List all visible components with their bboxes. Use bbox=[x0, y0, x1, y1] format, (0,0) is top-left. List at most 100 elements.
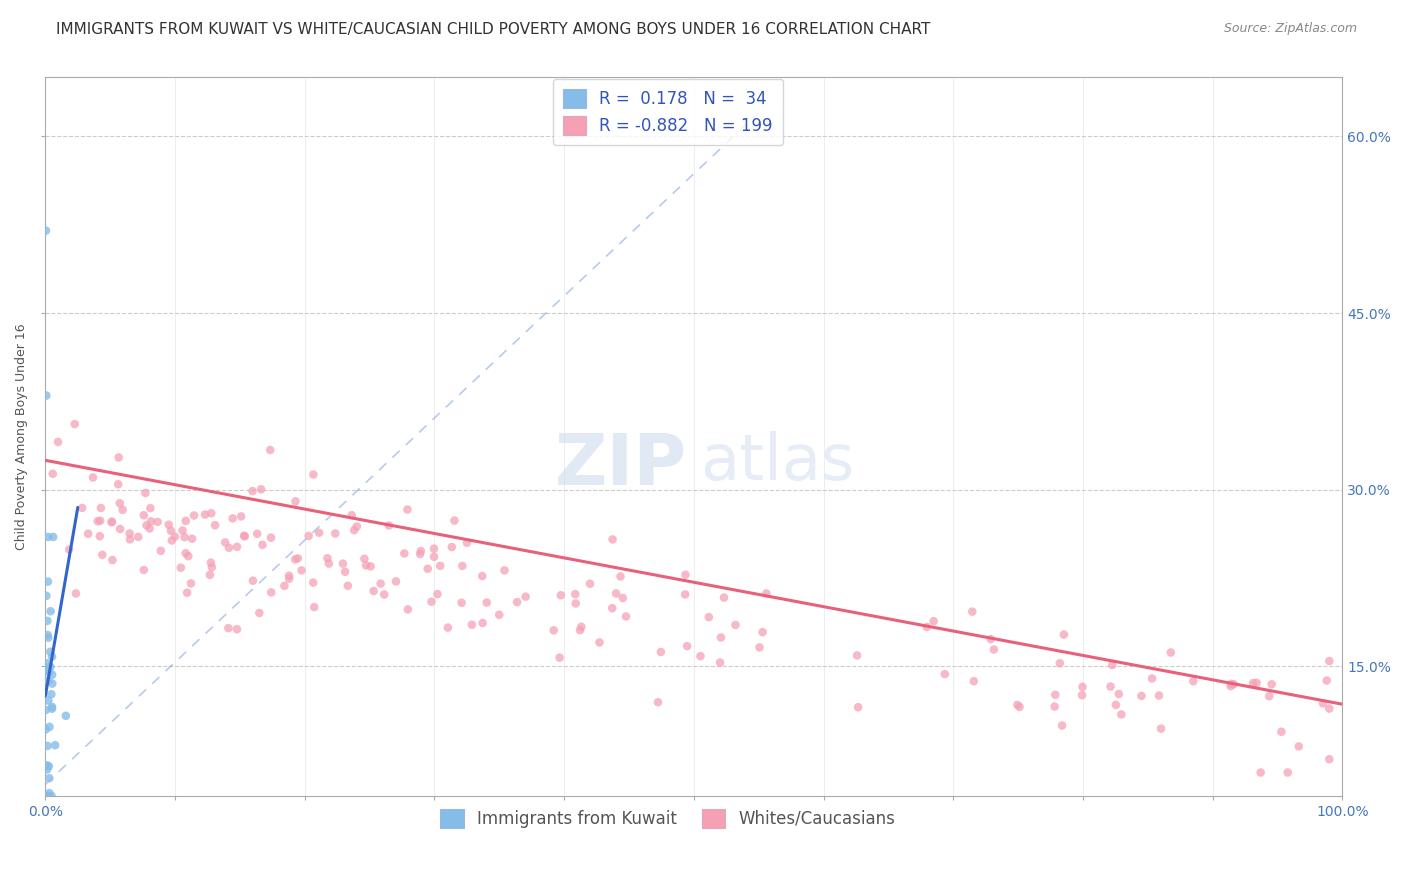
Point bbox=[332, 557, 354, 571]
Point bbox=[204, 518, 226, 533]
Point bbox=[461, 617, 484, 632]
Point bbox=[614, 609, 637, 624]
Point bbox=[174, 546, 197, 560]
Point bbox=[101, 553, 124, 567]
Point bbox=[160, 524, 183, 538]
Point bbox=[360, 559, 382, 574]
Point bbox=[35, 703, 58, 717]
Legend: Immigrants from Kuwait, Whites/Caucasians: Immigrants from Kuwait, Whites/Caucasian… bbox=[433, 802, 903, 835]
Point bbox=[353, 551, 375, 566]
Point bbox=[278, 568, 301, 582]
Point bbox=[200, 506, 222, 520]
Point bbox=[138, 521, 160, 535]
Point bbox=[1182, 674, 1205, 689]
Point bbox=[37, 631, 59, 645]
Point bbox=[1105, 698, 1128, 712]
Point bbox=[101, 515, 124, 529]
Point bbox=[506, 595, 529, 609]
Point bbox=[437, 621, 460, 635]
Point bbox=[82, 470, 104, 484]
Point bbox=[980, 632, 1002, 647]
Point bbox=[298, 529, 321, 543]
Point bbox=[1108, 687, 1130, 701]
Point bbox=[1045, 688, 1067, 702]
Point bbox=[302, 575, 325, 590]
Point bbox=[409, 544, 432, 558]
Point bbox=[1099, 680, 1122, 694]
Point bbox=[1150, 722, 1173, 736]
Point bbox=[385, 574, 408, 589]
Point bbox=[37, 574, 59, 589]
Point bbox=[697, 610, 720, 624]
Point bbox=[336, 579, 359, 593]
Point bbox=[423, 549, 446, 564]
Point bbox=[170, 560, 193, 574]
Point bbox=[579, 576, 602, 591]
Point bbox=[35, 656, 58, 670]
Point bbox=[201, 560, 224, 574]
Point bbox=[569, 620, 592, 634]
Point bbox=[1049, 657, 1071, 671]
Point bbox=[370, 576, 392, 591]
Point bbox=[37, 628, 59, 642]
Point bbox=[423, 541, 446, 556]
Point bbox=[922, 614, 945, 628]
Point bbox=[172, 524, 194, 538]
Point bbox=[755, 586, 778, 600]
Point bbox=[308, 525, 330, 540]
Point bbox=[284, 552, 307, 566]
Point bbox=[426, 587, 449, 601]
Point bbox=[1219, 679, 1241, 693]
Point bbox=[650, 645, 672, 659]
Point bbox=[146, 515, 169, 529]
Point bbox=[35, 589, 58, 603]
Point bbox=[1277, 765, 1299, 780]
Point bbox=[471, 615, 494, 630]
Point bbox=[1288, 739, 1310, 754]
Point bbox=[242, 484, 264, 499]
Point bbox=[35, 388, 58, 402]
Point bbox=[1160, 645, 1182, 659]
Point bbox=[416, 562, 439, 576]
Point bbox=[177, 549, 200, 563]
Point bbox=[1111, 707, 1133, 722]
Point bbox=[846, 648, 869, 663]
Point bbox=[284, 494, 307, 508]
Y-axis label: Child Poverty Among Boys Under 16: Child Poverty Among Boys Under 16 bbox=[15, 324, 28, 550]
Point bbox=[86, 514, 108, 528]
Point bbox=[242, 574, 264, 588]
Point bbox=[488, 607, 510, 622]
Point bbox=[429, 558, 451, 573]
Point bbox=[709, 656, 731, 670]
Point bbox=[1071, 680, 1094, 694]
Point bbox=[751, 625, 773, 640]
Point bbox=[41, 789, 63, 803]
Text: IMMIGRANTS FROM KUWAIT VS WHITE/CAUCASIAN CHILD POVERTY AMONG BOYS UNDER 16 CORR: IMMIGRANTS FROM KUWAIT VS WHITE/CAUCASIA… bbox=[56, 22, 931, 37]
Point bbox=[180, 576, 202, 591]
Point bbox=[37, 758, 59, 772]
Point bbox=[259, 442, 281, 457]
Point bbox=[35, 665, 58, 679]
Point bbox=[63, 417, 86, 431]
Point bbox=[475, 596, 498, 610]
Point bbox=[132, 563, 155, 577]
Point bbox=[41, 687, 63, 701]
Text: atlas: atlas bbox=[700, 431, 855, 493]
Point bbox=[962, 605, 984, 619]
Point bbox=[550, 588, 572, 602]
Point bbox=[1270, 724, 1292, 739]
Point bbox=[1241, 676, 1264, 690]
Point bbox=[1246, 676, 1268, 690]
Point bbox=[38, 771, 60, 785]
Point bbox=[41, 702, 63, 716]
Point bbox=[176, 585, 198, 599]
Point bbox=[107, 450, 129, 465]
Point bbox=[456, 535, 478, 549]
Point bbox=[394, 546, 416, 560]
Point bbox=[1140, 672, 1163, 686]
Point bbox=[90, 500, 112, 515]
Point bbox=[1007, 698, 1029, 712]
Point bbox=[302, 600, 325, 615]
Point bbox=[450, 596, 472, 610]
Point bbox=[41, 667, 63, 681]
